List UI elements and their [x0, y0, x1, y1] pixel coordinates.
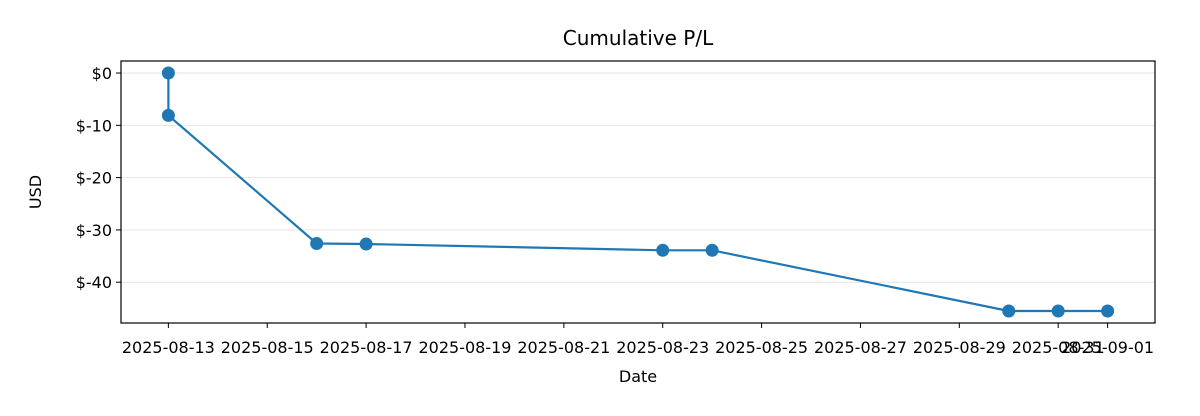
- x-axis-label: Date: [619, 367, 657, 386]
- data-point: [310, 237, 324, 251]
- data-point: [161, 66, 175, 80]
- data-point: [1101, 304, 1115, 318]
- x-tick-label: 2025-08-29: [913, 338, 1006, 357]
- data-point: [656, 243, 670, 257]
- x-tick-label: 2025-09-01: [1061, 338, 1154, 357]
- y-axis-label: USD: [26, 175, 45, 209]
- x-tick-label: 2025-08-25: [715, 338, 808, 357]
- chart-title: Cumulative P/L: [563, 26, 714, 50]
- gridlines: [121, 72, 1155, 283]
- x-tick-label: 2025-08-13: [122, 338, 215, 357]
- x-tick-label: 2025-08-27: [814, 338, 907, 357]
- y-tick-label: $0: [92, 64, 112, 83]
- y-tick-label: $-40: [76, 273, 112, 292]
- y-tick-label: $-10: [76, 116, 112, 135]
- axis-ticks: $0 $-10 $-20 $-30 $-40 2025-08-13 2025-08-15 20…: [76, 64, 1154, 357]
- data-point: [705, 243, 719, 257]
- y-tick-label: $-20: [76, 169, 112, 188]
- x-tick-label: 2025-08-21: [517, 338, 610, 357]
- x-tick-label: 2025-08-15: [221, 338, 314, 357]
- x-tick-label: 2025-08-23: [616, 338, 709, 357]
- data-point: [1051, 304, 1065, 318]
- data-point: [359, 237, 373, 251]
- x-tick-label: 2025-08-19: [418, 338, 511, 357]
- data-point: [1002, 304, 1016, 318]
- data-point: [161, 108, 175, 122]
- y-tick-label: $-30: [76, 221, 112, 240]
- series-layer: [161, 66, 1115, 318]
- series-line: [167, 73, 1108, 313]
- x-tick-label: 2025-08-17: [320, 338, 413, 357]
- x-tick-label: 2025-08-31: [1012, 338, 1105, 357]
- plot-frame: [120, 60, 1156, 324]
